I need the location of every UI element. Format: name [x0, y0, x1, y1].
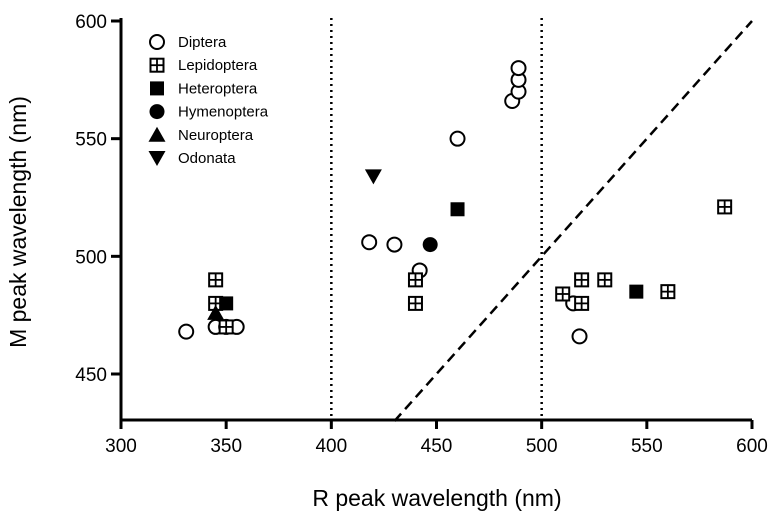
heteroptera-point — [629, 284, 644, 299]
neuroptera-point — [207, 304, 225, 320]
odonata-point — [364, 169, 382, 185]
x-tick-label: 550 — [631, 436, 663, 457]
x-tick-label: 450 — [421, 436, 453, 457]
lepidoptera-point — [574, 295, 590, 311]
lepidoptera-point — [218, 319, 234, 335]
reference-lines — [330, 18, 753, 422]
lepidoptera-point — [574, 272, 590, 288]
diptera-point — [571, 328, 588, 345]
x-tick-label: 400 — [315, 436, 347, 457]
dashed-diagonal-line — [393, 20, 753, 422]
legend-marker-heteroptera — [150, 81, 164, 96]
legend-label-heteroptera: Heteroptera — [178, 80, 258, 97]
legend-marker-neuroptera — [148, 126, 166, 142]
y-tick-label: 500 — [75, 247, 107, 268]
heteroptera-point — [450, 202, 465, 217]
diptera-point — [361, 234, 378, 251]
x-tick-label: 600 — [736, 436, 768, 457]
lepidoptera-point — [717, 199, 733, 215]
legend-label-lepidoptera: Lepidoptera — [178, 57, 258, 74]
hymenoptera-point — [422, 237, 438, 253]
legend: Diptera Lepidoptera Heteroptera Hymenoptera… — [148, 34, 269, 167]
lepidoptera-point — [660, 284, 676, 300]
lepidoptera-point — [555, 286, 571, 302]
lepidoptera-point — [597, 272, 613, 288]
lepidoptera-point — [407, 295, 423, 311]
heteroptera-point — [219, 296, 234, 311]
lepidoptera-point — [407, 272, 423, 288]
diptera-point — [449, 130, 466, 147]
diptera-point — [386, 236, 403, 253]
legend-marker-lepidoptera — [149, 57, 165, 73]
y-axis-label: M peak wavelength (nm) — [5, 96, 31, 348]
legend-marker-diptera — [149, 34, 165, 50]
lepidoptera-point — [208, 272, 224, 288]
x-tick-label: 300 — [105, 436, 137, 457]
y-tick-label: 550 — [75, 130, 107, 151]
diptera-point — [178, 323, 195, 340]
legend-label-hymenoptera: Hymenoptera — [178, 104, 269, 121]
y-tick-label: 450 — [75, 365, 107, 386]
axes: 300 350 400 450 500 550 600 450 500 550 600 — [75, 12, 768, 457]
legend-label-neuroptera: Neuroptera — [178, 127, 254, 144]
legend-label-odonata: Odonata — [178, 150, 236, 167]
x-tick-label: 500 — [526, 436, 558, 457]
legend-marker-hymenoptera — [149, 104, 165, 120]
data-points — [178, 60, 733, 345]
x-tick-label: 350 — [210, 436, 242, 457]
legend-label-diptera: Diptera — [178, 34, 227, 51]
legend-marker-odonata — [148, 151, 166, 166]
diptera-point — [510, 60, 527, 77]
y-tick-label: 600 — [75, 12, 107, 33]
x-axis-label: R peak wavelength (nm) — [312, 485, 561, 511]
